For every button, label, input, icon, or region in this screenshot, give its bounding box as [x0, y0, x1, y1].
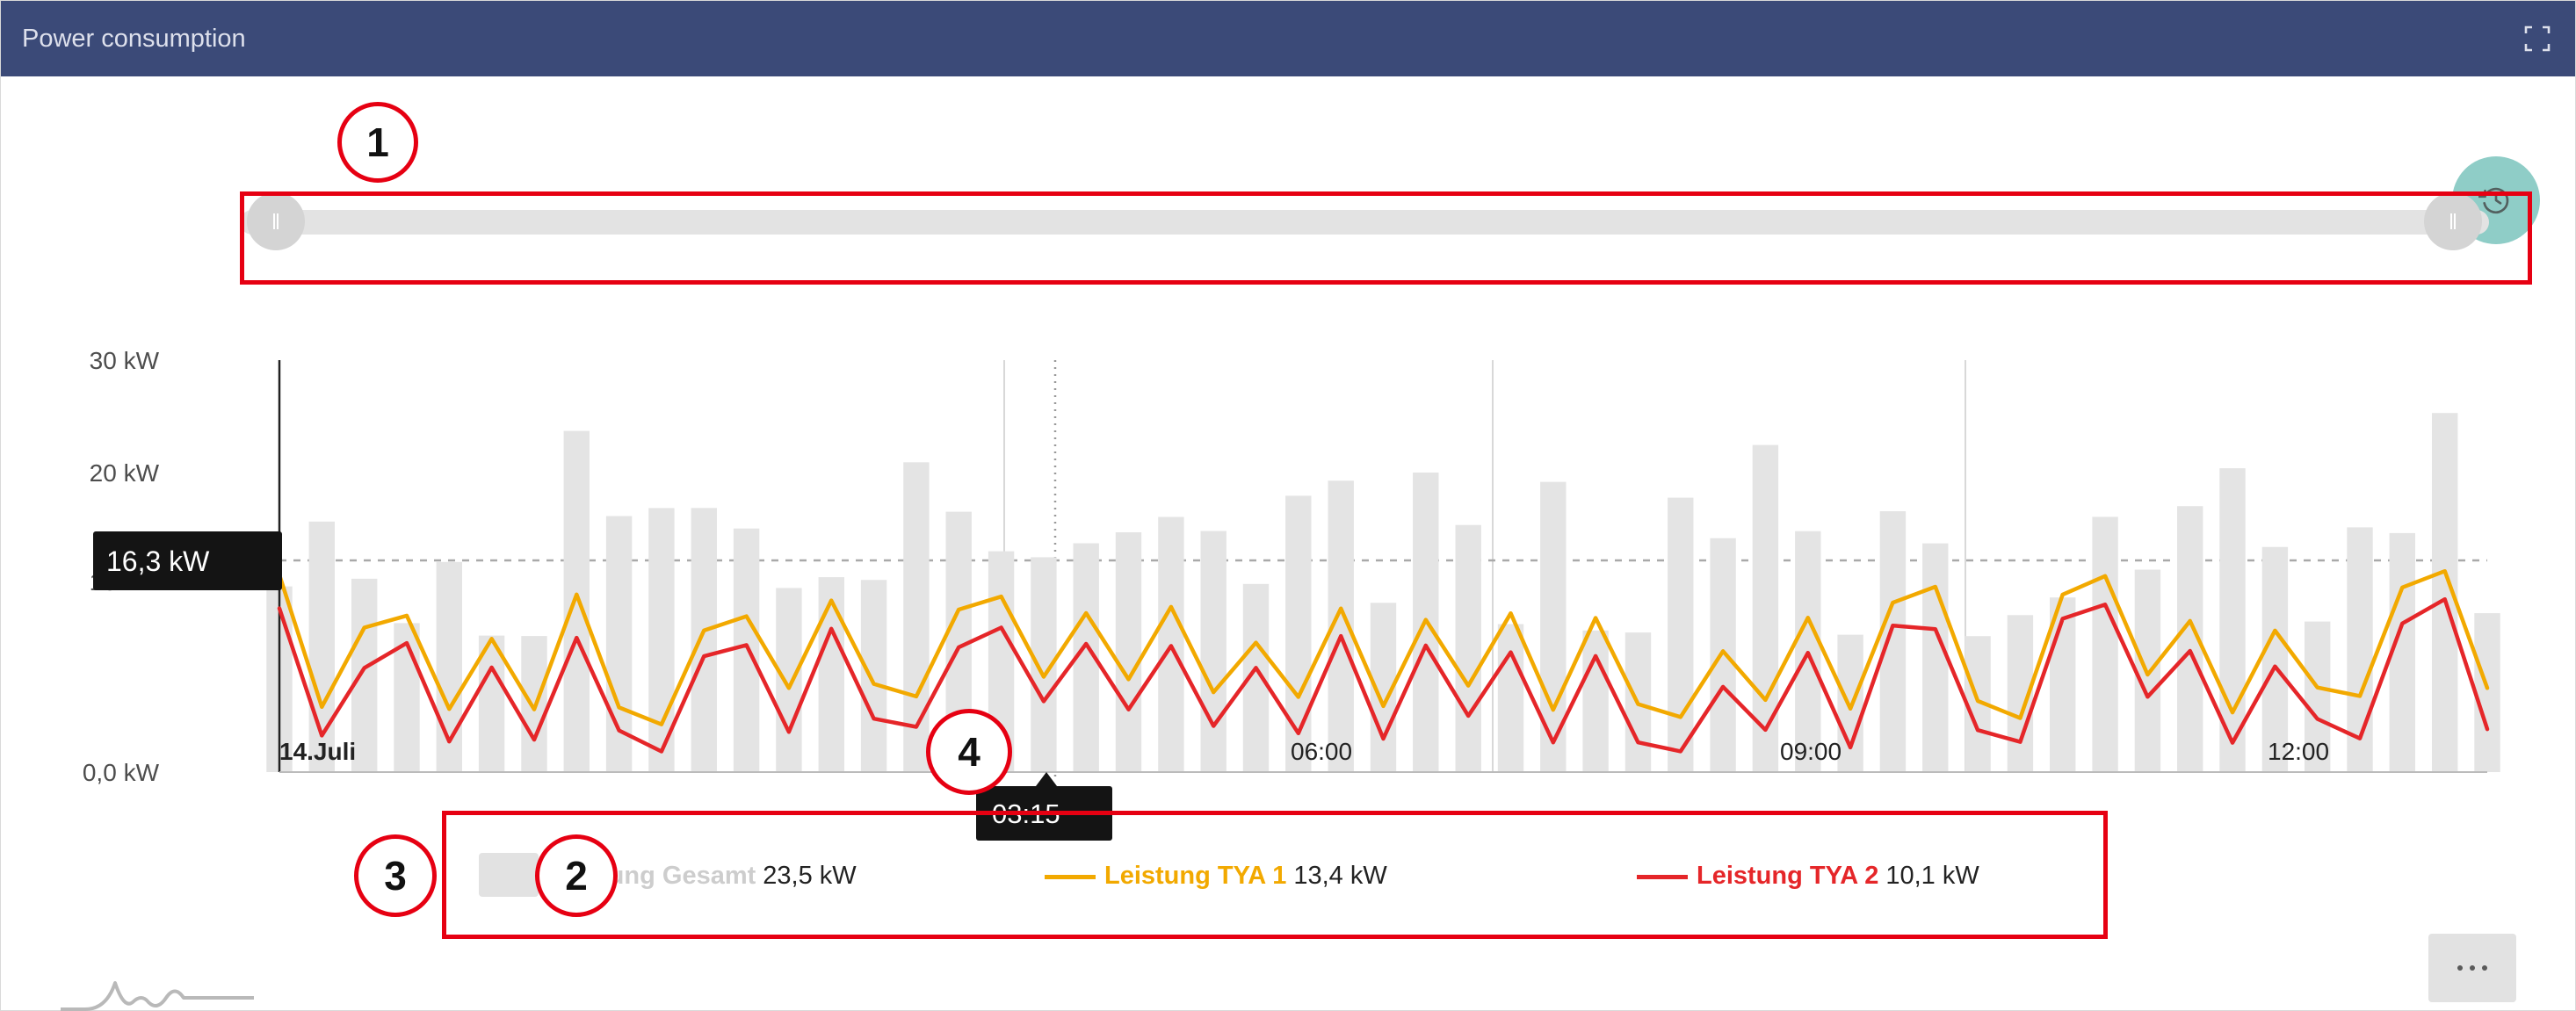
- svg-text:06:00: 06:00: [1291, 738, 1352, 765]
- svg-text:09:00: 09:00: [1780, 738, 1842, 765]
- svg-text:14.Juli: 14.Juli: [279, 738, 356, 765]
- svg-text:03:15: 03:15: [992, 798, 1060, 829]
- svg-text:30 kW: 30 kW: [90, 347, 160, 374]
- svg-text:20 kW: 20 kW: [90, 459, 160, 487]
- svg-text:16,3 kW: 16,3 kW: [106, 545, 210, 577]
- svg-text:0,0 kW: 0,0 kW: [83, 759, 160, 786]
- svg-text:12:00: 12:00: [2268, 738, 2329, 765]
